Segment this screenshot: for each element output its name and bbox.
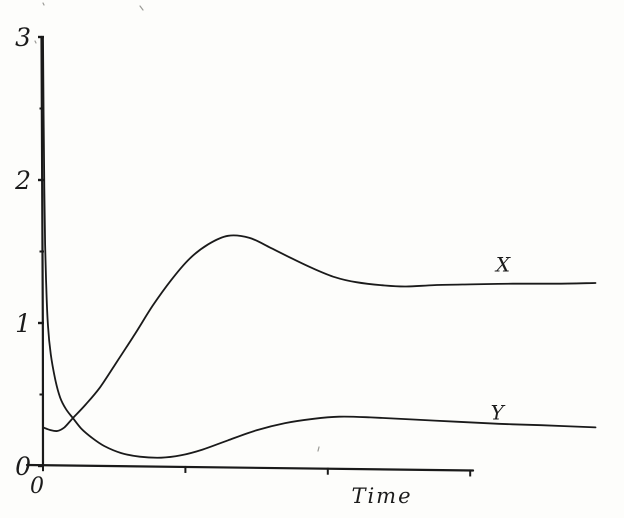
y-tick-label: 0 xyxy=(15,452,31,481)
scan-speck xyxy=(42,2,45,6)
curve-label-x: X xyxy=(494,253,511,277)
y-tick-labels: 0 1 2 3 xyxy=(14,23,31,481)
x-axis xyxy=(25,463,475,477)
y-tick-label: 1 xyxy=(15,309,31,338)
curve-labels: XY xyxy=(491,253,511,425)
scan-specks xyxy=(34,2,320,452)
scan-speck xyxy=(34,40,37,44)
x-axis-line xyxy=(25,463,475,472)
curve-label-y: Y xyxy=(491,401,506,425)
y-tick-label: 2 xyxy=(14,166,31,195)
x-origin-label: 0 xyxy=(30,474,44,499)
curves xyxy=(42,36,597,459)
x-axis-title: Time xyxy=(351,484,412,508)
y-axis-line xyxy=(40,35,45,468)
curve-x xyxy=(42,234,597,432)
curve-y xyxy=(42,36,597,459)
scan-speck xyxy=(317,446,320,452)
scan-speck xyxy=(139,5,144,11)
y-tick-label: 3 xyxy=(15,23,31,52)
